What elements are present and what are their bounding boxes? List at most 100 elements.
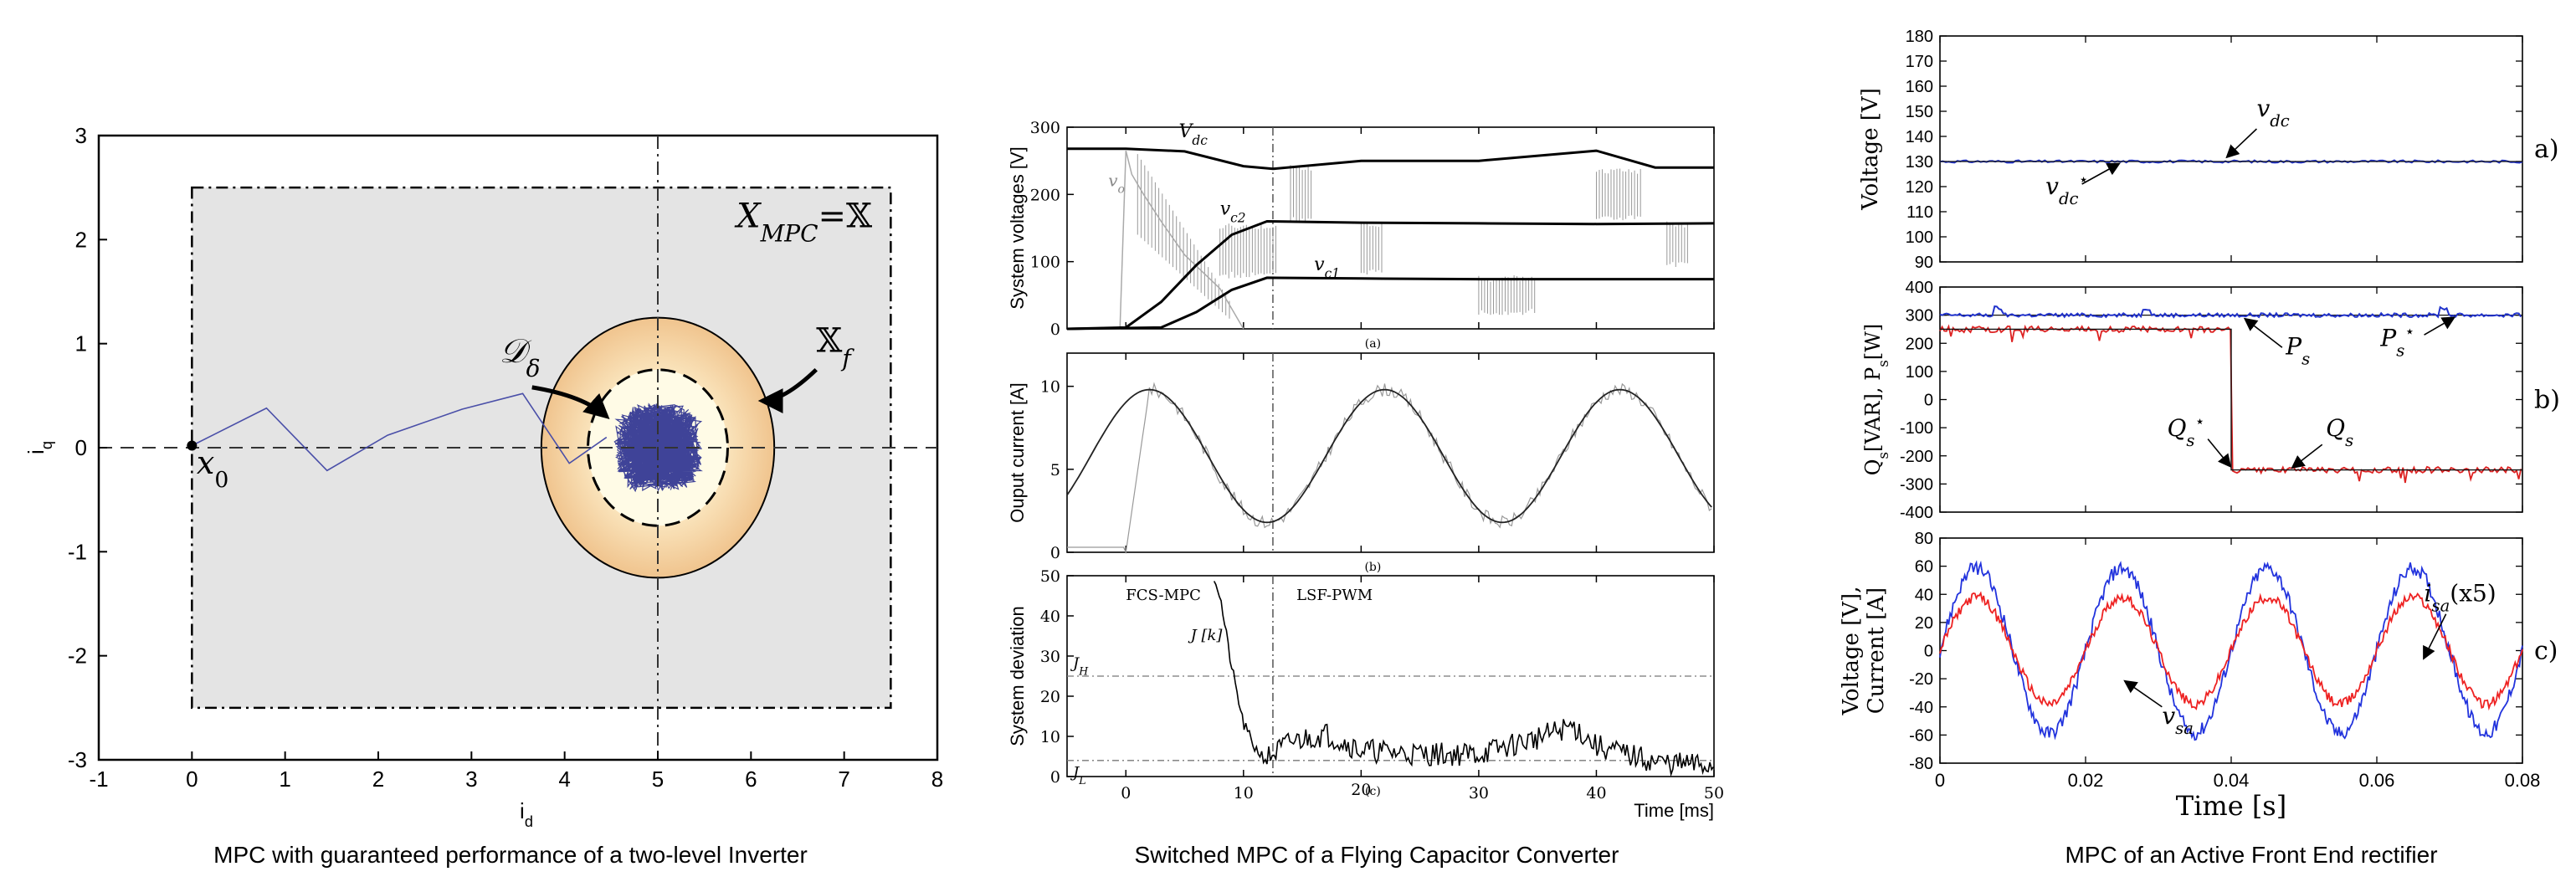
initial-state-point [187, 440, 198, 451]
x-tick-label: 7 [838, 767, 849, 792]
label-Qs: Qs [2326, 414, 2353, 450]
x-tick-label: 0.04 [2214, 770, 2250, 791]
y-tick-label: -20 [1909, 670, 1933, 689]
y-tick-label: 0 [1924, 643, 1933, 661]
arrow-vsa [2123, 679, 2163, 708]
y-axis-label-line2: Current [A] [1864, 587, 1889, 714]
x-tick-label: 4 [558, 767, 570, 792]
y-tick-label: 100 [1906, 363, 1933, 382]
label-JL: JL [1070, 764, 1086, 787]
x-tick-label: 0 [1935, 770, 1945, 791]
y-tick-label: -300 [1900, 475, 1933, 494]
plot-area [1066, 352, 1715, 553]
panel-id-label: b) [2534, 386, 2560, 415]
region-label: XMPC=𝕏 [734, 197, 872, 247]
y-tick-label: 3 [75, 123, 87, 148]
x-tick-label: 2 [372, 767, 384, 792]
state-trajectory [191, 392, 608, 472]
panel-c: 0 10 20 30 40 50 System deviation (c) FCS-MPC LSF… [1007, 567, 1724, 821]
panel-id-label: (b) [1364, 561, 1381, 574]
series-Qs [1939, 324, 2522, 484]
y-tick-label: 140 [1906, 128, 1933, 146]
panel-b: 400 300 200 100 0 -100 -200 -300 -400 b) Qs[VAR], … [1861, 279, 2560, 522]
y-tick-label: 40 [1915, 586, 1933, 604]
y-tick-label: 160 [1906, 78, 1933, 96]
series-Qs-ref [1940, 328, 2522, 471]
y-tick-label: -200 [1900, 448, 1933, 466]
y-tick-label: 2 [75, 227, 87, 252]
y-axis-label: iq [23, 441, 55, 454]
plot-area [1939, 35, 2523, 263]
x-tick-label: 0.08 [2505, 770, 2541, 791]
y-tick-label: -1 [68, 539, 87, 564]
disturbance-set-label: 𝒟δ [500, 332, 541, 382]
y-tick-label: 10 [1040, 728, 1060, 746]
y-tick-label: 0 [1924, 392, 1933, 410]
y-tick-label: 300 [1906, 307, 1933, 326]
arrow-vdc-ref [2081, 162, 2121, 185]
series-vc1 [1066, 276, 1714, 331]
y-axis-label: Ouput current [A] [1007, 382, 1028, 523]
x-tick-label: 0.02 [2068, 770, 2104, 791]
y-axis-label: Voltage [V] [1858, 88, 1883, 211]
y-tick-label: 300 [1030, 119, 1060, 137]
y-tick-label: 130 [1906, 153, 1933, 172]
y-axis-label: System voltages [V] [1007, 146, 1028, 309]
y-tick-label: 180 [1906, 28, 1933, 46]
y-tick-label: -40 [1909, 699, 1933, 717]
active-front-end-chart: 180 170 160 150 140 130 120 110 100 90 a) Voltage [… [1839, 28, 2560, 822]
y-tick-label: 0 [1050, 320, 1060, 339]
panel-id-label: (c) [1365, 785, 1381, 798]
series-Ps [1939, 305, 2522, 319]
x-tick-label: 30 [1469, 784, 1489, 802]
y-tick-label: 10 [1040, 378, 1060, 397]
label-Ps: Ps [2285, 333, 2310, 369]
caption-active-front-end: MPC of an Active Front End rectifier [2065, 842, 2437, 868]
label-J: J [k] [1188, 627, 1224, 644]
y-tick-label: -400 [1900, 504, 1933, 522]
y-tick-label: 50 [1040, 567, 1060, 586]
y-tick-label: 100 [1906, 228, 1933, 247]
caption-inverter: MPC with guaranteed performance of a two… [213, 842, 808, 868]
x-tick-label: 0 [186, 767, 198, 792]
panel-id-label: c) [2534, 637, 2558, 666]
label-JH: JH [1070, 654, 1089, 677]
label-Ps-ref: Ps⋆ [2379, 321, 2414, 360]
y-tick-label: 1 [75, 331, 87, 356]
label-Qs-ref: Qs⋆ [2167, 412, 2204, 450]
label-vdc: vdc [2256, 95, 2289, 131]
y-tick-label: 100 [1030, 254, 1060, 272]
label-vo: vo [1108, 171, 1125, 197]
y-tick-label: 60 [1915, 558, 1933, 577]
arrow-Ps [2243, 317, 2283, 348]
label-vsa: vsa [2162, 702, 2194, 738]
panel-id-label: a) [2534, 135, 2559, 164]
y-tick-label: -3 [68, 747, 87, 772]
y-tick-label: -100 [1900, 419, 1933, 438]
panel-b: 0 5 10 Ouput current [A] (b) [1007, 352, 1715, 574]
y-tick-label: 30 [1040, 648, 1060, 666]
x-axis-label: id [520, 798, 533, 830]
mode-label-fcs: FCS-MPC [1126, 587, 1201, 604]
x-tick-label: 10 [1234, 784, 1254, 802]
series-J [1213, 581, 1714, 777]
y-tick-label: 20 [1040, 688, 1060, 706]
y-tick-label: -2 [68, 643, 87, 669]
y-tick-label: 0 [75, 435, 87, 460]
y-tick-label: 0 [1050, 544, 1060, 562]
y-tick-label: 0 [1050, 768, 1060, 787]
x-tick-label: 1 [279, 767, 290, 792]
disturbance-arrow [531, 385, 610, 420]
x-tick-label: 0.06 [2359, 770, 2395, 791]
x-tick-label: 3 [465, 767, 477, 792]
arrow-Qs-ref [2207, 438, 2232, 468]
x-tick-label: 6 [745, 767, 757, 792]
series-reference-current [1066, 388, 1712, 524]
mode-label-lsf: LSF-PWM [1296, 587, 1373, 604]
label-vdc-ref: vdc⋆ [2045, 170, 2089, 208]
series-vdc [1067, 147, 1714, 171]
arrow-Qs [2291, 444, 2323, 469]
y-tick-label: 200 [1030, 186, 1060, 204]
